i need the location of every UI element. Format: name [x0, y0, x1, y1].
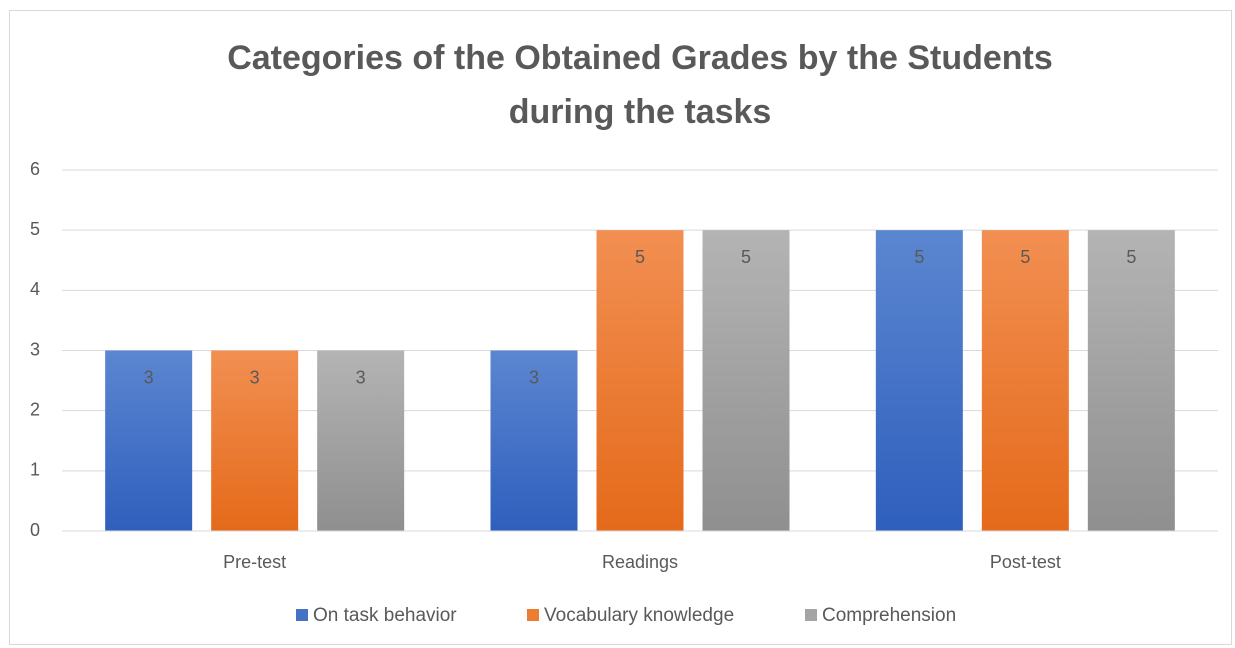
- bar: [490, 350, 578, 531]
- legend-label: Comprehension: [822, 605, 956, 626]
- data-label: 5: [741, 247, 751, 267]
- bar: [875, 230, 963, 531]
- bar: [1087, 230, 1175, 531]
- data-label: 3: [144, 367, 154, 387]
- bar: [702, 230, 790, 531]
- bar: [596, 230, 684, 531]
- data-label: 5: [1020, 247, 1030, 267]
- bar: [211, 350, 299, 531]
- x-tick-label: Pre-test: [223, 552, 286, 572]
- data-label: 3: [250, 367, 260, 387]
- data-label: 5: [914, 247, 924, 267]
- legend-label: Vocabulary knowledge: [544, 605, 734, 626]
- y-tick-label: 4: [30, 279, 40, 299]
- legend-swatch: [527, 609, 539, 621]
- y-tick-label: 2: [30, 399, 40, 419]
- y-tick-label: 3: [30, 339, 40, 359]
- bar: [317, 350, 405, 531]
- data-label: 5: [635, 247, 645, 267]
- y-tick-label: 1: [30, 460, 40, 480]
- y-tick-label: 0: [30, 520, 40, 540]
- data-label: 3: [529, 367, 539, 387]
- data-label: 5: [1126, 247, 1136, 267]
- legend-label: On task behavior: [313, 605, 457, 626]
- legend-swatch: [805, 609, 817, 621]
- y-tick-label: 6: [30, 159, 40, 179]
- bar: [981, 230, 1069, 531]
- y-tick-label: 5: [30, 219, 40, 239]
- legend-swatch: [296, 609, 308, 621]
- chart-title: Categories of the Obtained Grades by the…: [227, 39, 1053, 131]
- data-label: 3: [356, 367, 366, 387]
- bar: [105, 350, 193, 531]
- x-tick-label: Post-test: [990, 552, 1061, 572]
- x-tick-label: Readings: [602, 552, 678, 572]
